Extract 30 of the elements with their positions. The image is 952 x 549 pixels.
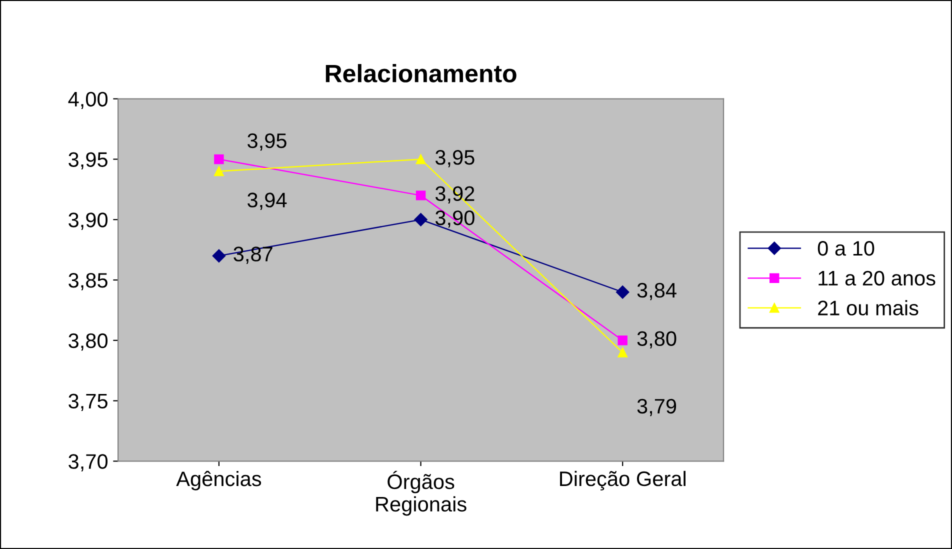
point (616, 285, 630, 299)
data-label: 3,84 (637, 282, 676, 300)
x-tick-label: Órgãos Regionais (376, 470, 466, 516)
data-label: 3,87 (234, 246, 272, 264)
y-tick-label: 3,75 (68, 394, 108, 411)
point (416, 190, 426, 200)
data-label: 3,95 (248, 133, 286, 151)
data-label: 3,95 (435, 150, 474, 168)
y-tick-label: 3,80 (68, 333, 108, 351)
y-tick-label: 3,95 (68, 152, 108, 170)
legend-label: 21 ou mais (818, 300, 918, 316)
y-tick-label: 3,70 (68, 454, 108, 472)
point (214, 154, 224, 164)
y-tick-label: 3,90 (68, 212, 108, 230)
data-label: 3,94 (248, 192, 287, 210)
y-tick-label: 4,00 (68, 92, 108, 110)
point (212, 249, 226, 262)
chart-title: Relacionamento (326, 64, 516, 82)
x-tick-label: Agências (176, 470, 262, 490)
legend-label: 0 a 10 (818, 240, 874, 256)
y-tick-label: 3,85 (68, 272, 108, 290)
data-label: 3,80 (637, 331, 676, 348)
point (416, 154, 426, 164)
x-tick-label: Direção Geral (560, 470, 686, 490)
legend-label: 11 a 20 anos (818, 270, 936, 286)
point (618, 336, 628, 346)
point (214, 166, 224, 176)
point (618, 348, 628, 358)
data-label: 3,79 (637, 398, 676, 416)
point (414, 213, 428, 226)
